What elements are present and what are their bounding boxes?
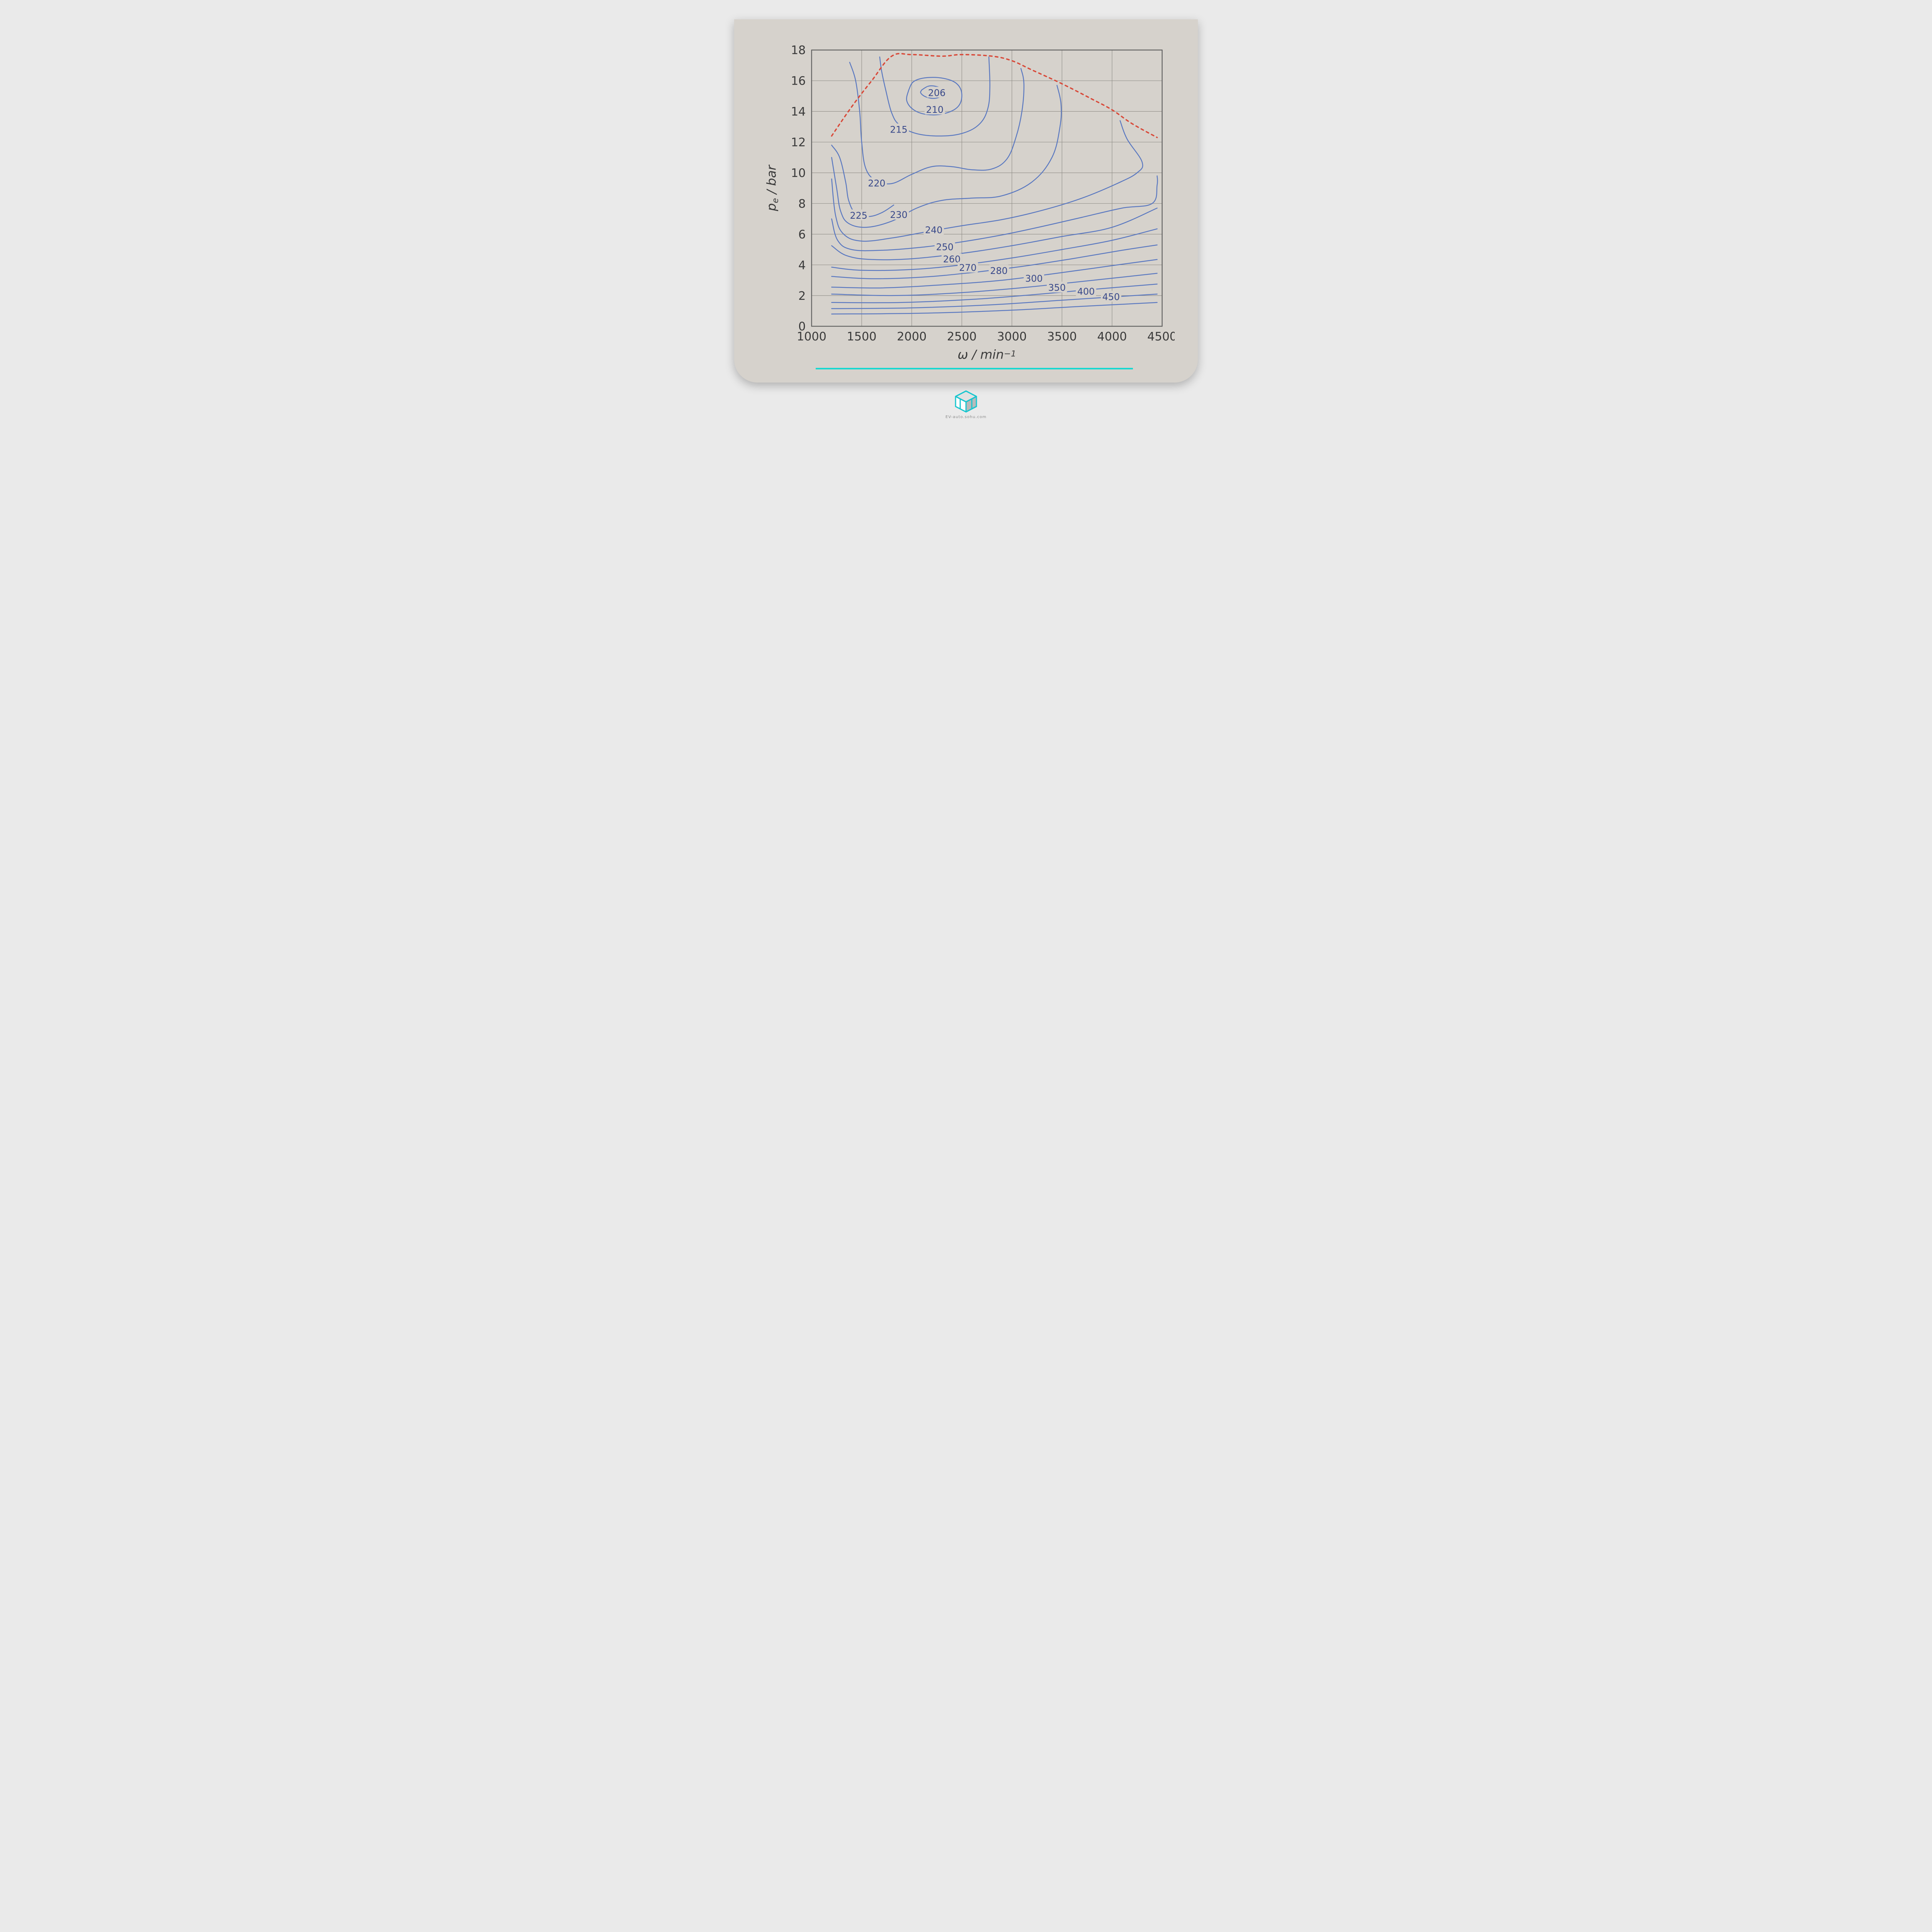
svg-text:300: 300: [1025, 273, 1043, 284]
svg-text:3000: 3000: [997, 330, 1027, 344]
svg-text:2000: 2000: [897, 330, 927, 344]
svg-text:210: 210: [926, 104, 944, 115]
svg-text:14: 14: [791, 105, 806, 119]
svg-text:240: 240: [925, 225, 942, 236]
svg-text:2500: 2500: [947, 330, 977, 344]
svg-text:pe / bar: pe / bar: [764, 165, 781, 212]
svg-text:350: 350: [1048, 282, 1066, 293]
logo-caption: EV-auto.sohu.com: [946, 415, 986, 419]
svg-text:16: 16: [791, 75, 806, 88]
svg-text:4: 4: [798, 259, 806, 272]
svg-text:10: 10: [791, 167, 806, 180]
cube-logo-icon: [952, 389, 980, 413]
svg-text:225: 225: [850, 210, 867, 221]
svg-text:12: 12: [791, 136, 806, 150]
bsfc-contour-chart: 1000150020002500300035004000450002468101…: [757, 43, 1175, 368]
svg-text:1500: 1500: [847, 330, 877, 344]
svg-text:2: 2: [798, 289, 806, 303]
svg-text:0: 0: [798, 320, 806, 333]
svg-text:220: 220: [868, 178, 885, 189]
svg-text:230: 230: [890, 209, 907, 220]
svg-text:250: 250: [936, 242, 953, 252]
chart-card: 1000150020002500300035004000450002468101…: [734, 19, 1198, 383]
svg-text:3500: 3500: [1047, 330, 1077, 344]
svg-text:400: 400: [1077, 286, 1095, 297]
svg-text:6: 6: [798, 228, 806, 242]
svg-text:4500: 4500: [1147, 330, 1175, 344]
chart-container: 1000150020002500300035004000450002468101…: [757, 43, 1175, 368]
footer-logo: EV-auto.sohu.com: [946, 389, 986, 419]
svg-text:8: 8: [798, 197, 806, 211]
svg-text:215: 215: [890, 124, 907, 135]
svg-text:450: 450: [1102, 292, 1120, 303]
svg-text:4000: 4000: [1097, 330, 1127, 344]
svg-text:280: 280: [990, 265, 1007, 276]
svg-text:270: 270: [959, 262, 976, 273]
svg-text:206: 206: [928, 87, 946, 98]
svg-text:18: 18: [791, 44, 806, 57]
